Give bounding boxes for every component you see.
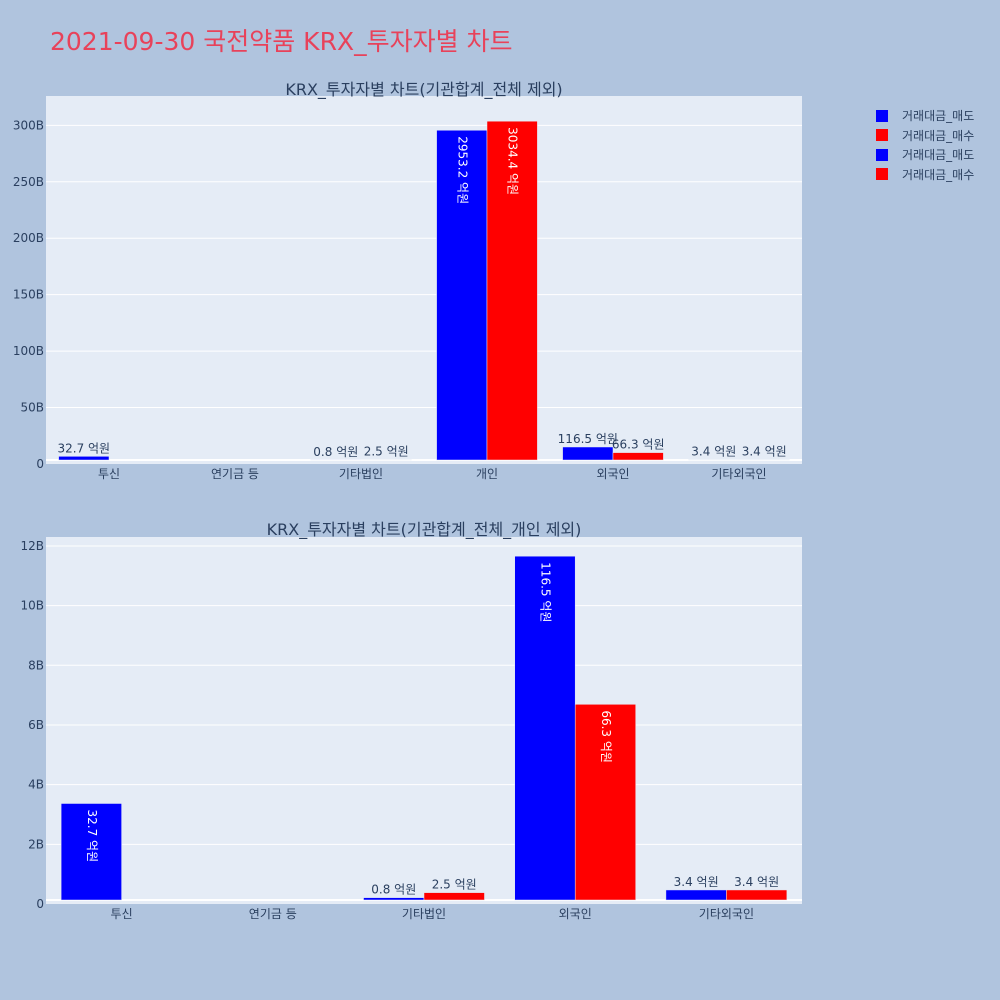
x-tick-label: 투신	[111, 907, 133, 921]
y-tick-label: 300B	[13, 118, 44, 132]
x-tick-label: 기타법인	[339, 467, 383, 481]
y-tick-label: 50B	[20, 401, 44, 415]
data-label: 32.7 억원	[57, 441, 110, 455]
y-tick-label: 0	[36, 457, 44, 471]
data-label: 2953.2 억원	[455, 136, 469, 204]
legend[interactable]: 거래대금_매도 거래대금_매수 거래대금_매도 거래대금_매수	[876, 106, 974, 184]
x-tick-label: 기타법인	[402, 907, 446, 921]
bar	[562, 446, 614, 461]
y-tick-label: 250B	[13, 175, 44, 189]
page-title: 2021-09-30 국전약품 KRX_투자자별 차트	[50, 27, 513, 56]
x-tick-label: 기타외국인	[711, 467, 766, 481]
x-tick-label: 개인	[476, 467, 498, 481]
chart-title: KRX_투자자별 차트(기관합계_전체_개인 제외)	[267, 520, 582, 540]
y-tick-label: 6B	[28, 718, 44, 732]
bar	[58, 456, 110, 461]
legend-item-sell-1[interactable]: 거래대금_매도	[876, 106, 974, 126]
y-tick-label: 8B	[28, 658, 44, 672]
legend-label: 거래대금_매수	[902, 167, 975, 182]
y-tick-label: 0	[36, 897, 44, 911]
legend-swatch	[876, 148, 888, 161]
data-label: 66.3 억원	[599, 710, 613, 763]
y-tick-label: 150B	[13, 288, 44, 302]
bar	[574, 704, 636, 901]
legend-item-buy-2[interactable]: 거래대금_매수	[876, 165, 974, 185]
legend-swatch	[876, 129, 888, 142]
bar	[514, 555, 576, 901]
x-tick-label: 연기금 등	[249, 907, 297, 921]
data-label: 2.5 억원	[432, 878, 477, 892]
legend-label: 거래대금_매수	[902, 128, 975, 143]
data-label: 3034.4 억원	[506, 127, 520, 195]
x-tick-label: 투신	[98, 467, 120, 481]
legend-label: 거래대금_매도	[902, 109, 975, 124]
bar	[60, 803, 122, 901]
x-tick-label: 연기금 등	[211, 467, 259, 481]
y-tick-label: 10B	[20, 599, 44, 613]
data-label: 32.7 억원	[85, 809, 99, 862]
data-label: 3.4 억원	[742, 445, 787, 459]
bar	[363, 897, 425, 901]
data-label: 3.4 억원	[674, 875, 719, 889]
legend-label: 거래대금_매도	[902, 148, 975, 163]
x-tick-label: 외국인	[559, 907, 592, 921]
bar	[423, 892, 485, 901]
bar	[436, 130, 488, 461]
bar	[665, 889, 727, 901]
legend-swatch	[876, 109, 888, 122]
data-label: 3.4 억원	[734, 875, 779, 889]
y-tick-label: 2B	[28, 837, 44, 851]
data-label: 0.8 억원	[371, 883, 416, 897]
data-label: 66.3 억원	[612, 438, 665, 452]
x-tick-label: 기타외국인	[699, 907, 754, 921]
legend-item-sell-2[interactable]: 거래대금_매도	[876, 145, 974, 165]
chart-title: KRX_투자자별 차트(기관합계_전체 제외)	[285, 80, 562, 100]
bar	[726, 889, 788, 901]
bar	[486, 120, 538, 461]
data-label: 116.5 억원	[558, 432, 618, 446]
data-label: 116.5 억원	[538, 562, 552, 622]
data-label: 3.4 억원	[691, 445, 736, 459]
y-tick-label: 100B	[13, 344, 44, 358]
plot-area	[46, 537, 802, 904]
y-tick-label: 200B	[13, 231, 44, 245]
legend-swatch	[876, 168, 888, 181]
data-label: 0.8 억원	[313, 445, 358, 459]
legend-item-buy-1[interactable]: 거래대금_매수	[876, 126, 974, 146]
y-tick-label: 4B	[28, 778, 44, 792]
y-tick-label: 12B	[20, 539, 44, 553]
data-label: 2.5 억원	[364, 445, 409, 459]
plot-area	[46, 96, 802, 464]
bar	[612, 452, 664, 461]
x-tick-label: 외국인	[596, 467, 629, 481]
